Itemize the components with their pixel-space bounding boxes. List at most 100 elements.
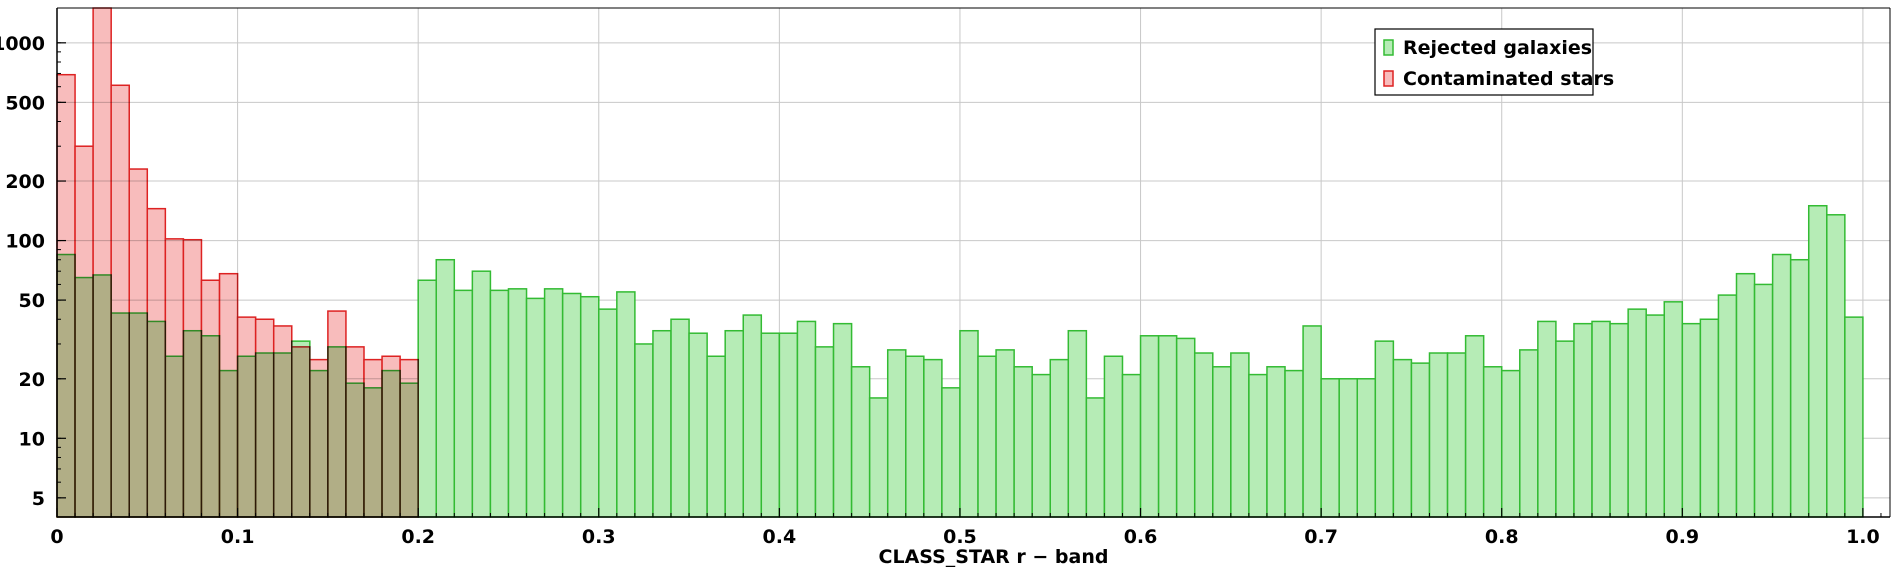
bar <box>742 314 763 518</box>
bar <box>363 358 383 518</box>
bar <box>670 318 690 518</box>
bar <box>905 355 925 518</box>
bar <box>507 288 528 518</box>
legend: Rejected galaxies Contaminated stars <box>1374 28 1614 96</box>
bar <box>1338 378 1359 518</box>
bar <box>706 355 726 518</box>
bar <box>1573 322 1593 518</box>
bar <box>1320 378 1340 518</box>
y-tick-label: 10 <box>19 428 45 450</box>
bar <box>417 279 437 518</box>
y-tick-label: 100 <box>5 231 45 253</box>
bar <box>652 329 672 518</box>
y-axis: 5 10 20 50 100 200 500 1000 <box>0 33 66 518</box>
bar <box>579 295 600 518</box>
bar <box>1013 366 1033 518</box>
bar <box>1049 358 1070 518</box>
x-tick-label: 0.2 <box>401 526 435 548</box>
bar <box>1591 320 1611 518</box>
bar <box>1482 366 1503 518</box>
bar <box>561 292 582 518</box>
bar <box>977 355 997 518</box>
x-tick-label: 1.0 <box>1846 526 1880 548</box>
bar <box>1500 369 1521 518</box>
bar <box>796 320 817 518</box>
bar <box>760 332 781 518</box>
bar <box>1753 283 1774 518</box>
bar <box>525 297 546 518</box>
bar <box>1807 204 1828 518</box>
bar <box>1175 337 1196 518</box>
bar <box>1085 397 1106 518</box>
bar <box>345 346 365 518</box>
bar <box>218 272 239 518</box>
bar <box>1735 272 1756 518</box>
bar <box>598 308 618 518</box>
bar <box>164 238 185 518</box>
bar <box>1356 378 1377 518</box>
bar <box>778 332 799 518</box>
bar <box>1157 335 1178 518</box>
bar <box>959 329 979 518</box>
bar <box>1789 258 1810 518</box>
y-tick-label: 50 <box>19 290 45 312</box>
bar <box>272 325 293 518</box>
x-axis-title: CLASS_STAR r − band <box>879 546 1109 567</box>
bar <box>1627 308 1647 518</box>
bar <box>399 358 419 518</box>
bar <box>543 288 564 518</box>
bar <box>1446 352 1467 518</box>
bar <box>128 168 149 518</box>
bar <box>1645 314 1666 518</box>
bar <box>110 84 130 518</box>
bar <box>56 73 76 518</box>
x-tick-label: 0.9 <box>1665 526 1699 548</box>
bar <box>1212 366 1232 518</box>
legend-label-rejected-galaxies: Rejected galaxies <box>1403 37 1592 59</box>
bar <box>814 346 835 518</box>
bar <box>724 329 744 518</box>
y-tick-label: 20 <box>19 369 45 391</box>
x-tick-label: 0.3 <box>582 526 616 548</box>
x-tick-label: 0.4 <box>763 526 797 548</box>
x-axis: 0 0.1 0.2 0.3 0.4 0.5 0.6 0.7 0.8 0.9 1.0 <box>50 508 1882 548</box>
bar <box>1230 352 1250 518</box>
series-contaminated-stars <box>56 7 419 518</box>
bar <box>236 316 257 518</box>
legend-label-contaminated-stars: Contaminated stars <box>1403 68 1614 90</box>
bar <box>1844 316 1864 518</box>
bar <box>435 258 456 518</box>
bar <box>868 397 889 518</box>
bar <box>850 366 871 518</box>
bar <box>1609 322 1629 518</box>
bar <box>453 289 474 518</box>
x-tick-label: 0 <box>50 526 63 548</box>
bar <box>254 318 275 518</box>
bar <box>1410 362 1431 518</box>
bar <box>1681 322 1702 518</box>
bar <box>941 387 961 518</box>
bar <box>1248 373 1268 518</box>
y-tick-label: 500 <box>5 92 45 114</box>
bar <box>291 346 311 518</box>
x-tick-label: 0.8 <box>1485 526 1519 548</box>
legend-swatch-contaminated-stars <box>1383 70 1394 87</box>
legend-swatch-rejected-galaxies <box>1383 39 1394 56</box>
bar <box>182 238 203 518</box>
x-tick-label: 0.5 <box>943 526 977 548</box>
bar <box>1699 318 1720 518</box>
legend-box <box>1374 28 1594 96</box>
y-tick-label: 200 <box>5 171 45 193</box>
bar <box>309 358 329 518</box>
bar <box>1121 373 1142 518</box>
bar <box>995 349 1015 518</box>
plot-frame <box>56 7 1891 518</box>
y-tick-label: 1000 <box>0 33 45 55</box>
bar <box>1067 329 1088 518</box>
bar <box>1537 320 1557 518</box>
bar <box>74 145 94 518</box>
x-tick-label: 0.7 <box>1304 526 1338 548</box>
bar <box>489 289 510 518</box>
bar <box>146 207 167 518</box>
